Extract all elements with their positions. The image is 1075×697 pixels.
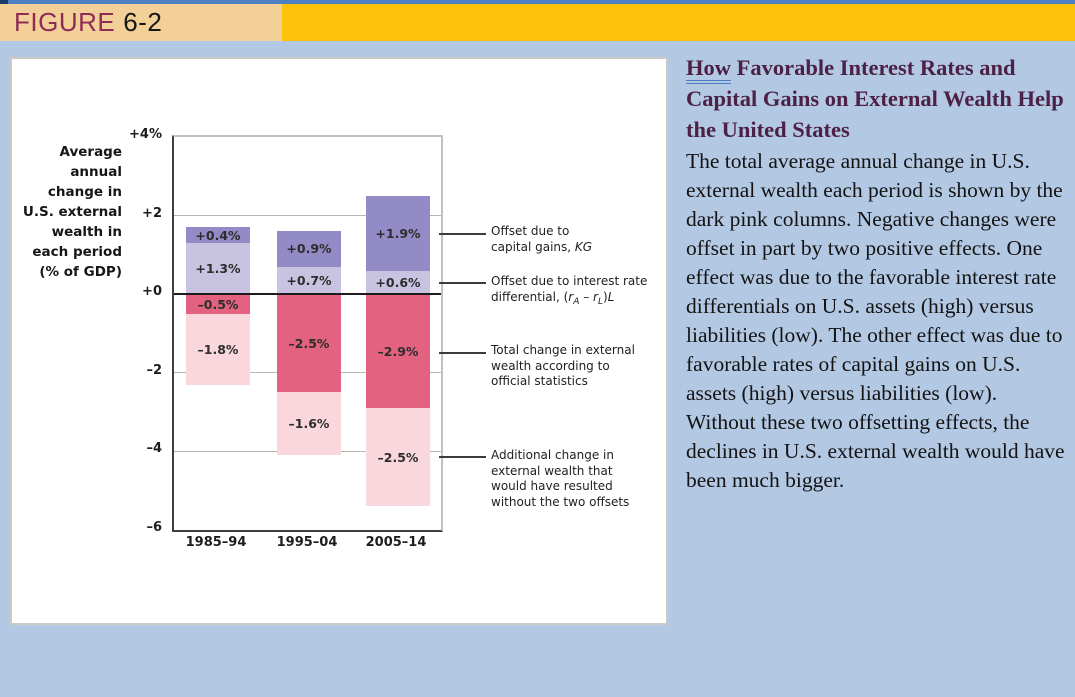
y-axis-title-line: U.S. external bbox=[22, 204, 122, 220]
caption-heading-rest: Favorable Interest Rates and Capital Gai… bbox=[686, 55, 1064, 142]
gridline bbox=[174, 215, 441, 217]
annotation-text-line: Offset due to bbox=[491, 224, 570, 238]
bar-segment: +1.9% bbox=[366, 195, 430, 271]
bar-value-label: +1.9% bbox=[375, 225, 421, 241]
y-axis-title-line: (% of GDP) bbox=[39, 264, 122, 280]
bar-value-label: –1.8% bbox=[197, 341, 239, 357]
y-axis-title-line: annual bbox=[70, 164, 122, 180]
annotation-text-line: capital gains, KG bbox=[491, 239, 593, 254]
bar-segment: +0.9% bbox=[277, 231, 341, 267]
figure-number: 6-2 bbox=[123, 7, 163, 37]
bar-segment: +0.4% bbox=[186, 227, 250, 244]
y-tick-label: +2 bbox=[142, 205, 162, 221]
annotation-connector-line bbox=[439, 352, 486, 354]
x-tick-label: 1995–04 bbox=[276, 535, 338, 550]
annotation-connector-line bbox=[439, 233, 486, 235]
chart-panel: Average annual change in U.S. external wealt… bbox=[10, 57, 668, 625]
caption-how-link[interactable]: How bbox=[686, 55, 731, 84]
bar-value-label: +0.7% bbox=[286, 272, 332, 288]
bar-segment: –2.5% bbox=[366, 408, 430, 507]
bar-segment: +0.6% bbox=[366, 270, 430, 295]
bar-segment: +0.7% bbox=[277, 266, 341, 295]
bar-segment: –2.9% bbox=[366, 294, 430, 409]
bar-value-label: –2.5% bbox=[288, 335, 330, 351]
annotation-text: Additional change in external wealth that… bbox=[491, 448, 629, 510]
y-tick-label: –4 bbox=[146, 441, 162, 457]
x-tick-label: 2005–14 bbox=[365, 535, 427, 550]
bar-value-label: +0.4% bbox=[195, 227, 241, 243]
plot-area: +0.4% +1.3% –0.5% –1.8% +0.9% +0.7% –2.5% –1.6%… bbox=[172, 135, 443, 532]
figure-header: FIGURE 6-2 bbox=[0, 4, 1075, 41]
annotation-text-line: differential, (rA – rL)L bbox=[491, 289, 615, 307]
bar-segment: –1.8% bbox=[186, 313, 250, 385]
bar-segment: +1.3% bbox=[186, 243, 250, 295]
annotation-connector-line bbox=[439, 282, 486, 284]
y-axis-title-line: change in bbox=[47, 184, 122, 200]
caption-panel: How Favorable Interest Rates and Capital… bbox=[686, 52, 1070, 495]
caption-heading: How Favorable Interest Rates and Capital… bbox=[686, 52, 1070, 145]
annotation-text-line: external wealth that bbox=[491, 463, 613, 478]
annotation-text-line: would have resulted bbox=[491, 479, 613, 493]
annotation-text-line: Additional change in bbox=[491, 448, 614, 462]
annotation-connector-line bbox=[439, 456, 486, 458]
annotation-text-line: official statistics bbox=[491, 374, 588, 388]
bar-value-label: –2.5% bbox=[377, 449, 419, 465]
x-tick-label: 1985–94 bbox=[185, 535, 247, 550]
y-tick-label: –2 bbox=[146, 362, 162, 378]
annotation-text: Offset due to interest rate differential,… bbox=[491, 274, 647, 310]
bar-value-label: –2.9% bbox=[377, 343, 419, 359]
annotation-text-line: without the two offsets bbox=[491, 494, 630, 509]
annotation-text-line: wealth according to bbox=[491, 358, 610, 373]
navy-accent bbox=[0, 0, 8, 5]
top-accent-strip bbox=[0, 0, 1075, 5]
bar-segment: –2.5% bbox=[277, 294, 341, 393]
y-axis-title: Average annual change in U.S. external wealt… bbox=[12, 142, 122, 282]
annotation-text-line: Offset due to interest rate bbox=[491, 274, 648, 288]
bar-value-label: –0.5% bbox=[197, 296, 239, 312]
annotation-text: Offset due to capital gains, KG bbox=[491, 224, 592, 255]
y-tick-label: +0 bbox=[142, 284, 162, 300]
bar-segment: –1.6% bbox=[277, 392, 341, 456]
annotation-text-line: Total change in external bbox=[491, 343, 635, 357]
figure-word: FIGURE bbox=[14, 7, 116, 37]
y-axis-title-line: Average bbox=[59, 144, 122, 160]
caption-body: The total average annual change in U.S. … bbox=[686, 149, 1065, 492]
bar-value-label: +0.6% bbox=[375, 274, 421, 290]
header-gold-bar bbox=[282, 4, 1075, 41]
bar-segment: –0.5% bbox=[186, 294, 250, 314]
figure-label: FIGURE 6-2 bbox=[0, 4, 282, 41]
bar-value-label: +0.9% bbox=[286, 241, 332, 257]
y-axis-title-line: wealth in bbox=[51, 224, 122, 240]
zero-line bbox=[174, 293, 441, 296]
bar-value-label: –1.6% bbox=[288, 416, 330, 432]
bar-value-label: +1.3% bbox=[195, 261, 241, 277]
annotation-text: Total change in external wealth according… bbox=[491, 343, 635, 390]
y-axis-title-line: each period bbox=[32, 244, 122, 260]
y-tick-label: +4% bbox=[129, 127, 162, 142]
y-tick-label: –6 bbox=[146, 520, 162, 535]
